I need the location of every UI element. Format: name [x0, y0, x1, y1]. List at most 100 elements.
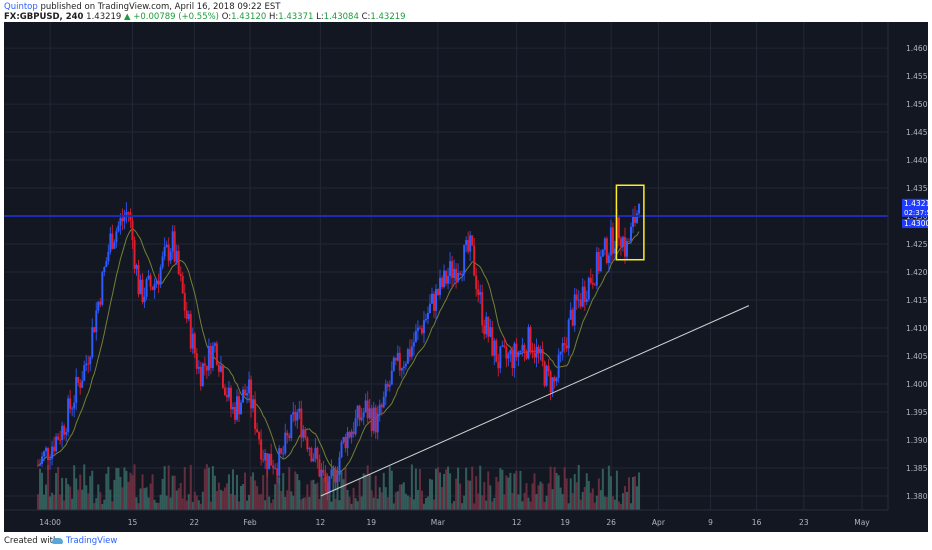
author-link[interactable]: Quintop	[4, 2, 38, 12]
drawings[interactable]	[4, 184, 888, 497]
volume-bar	[549, 466, 552, 510]
candle	[143, 296, 146, 303]
volume-bar	[83, 464, 86, 510]
volume-bar	[211, 466, 214, 510]
candle	[272, 465, 275, 469]
time-tick-label: 23	[799, 518, 809, 527]
candle	[406, 349, 409, 364]
volume-bar	[362, 473, 365, 510]
volume-bar	[493, 497, 496, 510]
candle	[123, 216, 126, 222]
volume-bar	[390, 470, 393, 510]
volume-bar	[187, 494, 190, 510]
candle	[274, 468, 277, 470]
volume-bar	[173, 475, 176, 510]
volume-bar	[404, 493, 407, 510]
candle	[435, 289, 438, 311]
volume-bar	[601, 468, 604, 510]
volume-bar	[103, 499, 106, 510]
candle	[507, 354, 510, 359]
price-chart[interactable]: 1.46000 1.45500 1.45000 1.44500 1.44000 1.435…	[4, 22, 932, 532]
candle	[541, 349, 544, 362]
volume-bar	[569, 478, 572, 510]
candle	[306, 437, 309, 450]
candle	[187, 314, 190, 319]
volume-bar	[545, 495, 548, 510]
trendline[interactable]	[320, 305, 750, 497]
volume-bar	[213, 475, 216, 510]
candle	[412, 342, 415, 347]
candle	[203, 363, 206, 366]
price-tick-label: 1.40000	[906, 380, 928, 389]
volume-bar	[101, 503, 104, 510]
candle	[549, 371, 552, 393]
current-price-badge	[902, 198, 930, 217]
candle	[521, 344, 524, 351]
volume-bar	[575, 482, 578, 510]
price-tick-label: 1.44500	[906, 128, 928, 137]
candle	[219, 365, 222, 372]
time-tick-label: Feb	[243, 518, 257, 527]
candle	[217, 364, 220, 372]
candle	[258, 432, 261, 440]
volume-bar	[143, 488, 146, 510]
volume-bar	[531, 483, 534, 510]
volume-bar	[388, 466, 391, 510]
price-tick-label: 1.38000	[906, 492, 928, 501]
volume-bar	[127, 481, 130, 510]
volume-bar	[125, 470, 128, 510]
volume-bar	[402, 482, 405, 510]
candle	[426, 312, 429, 319]
candle	[75, 376, 78, 403]
tradingview-text: TradingView	[66, 536, 118, 546]
volume-bar	[455, 478, 458, 510]
volume-bar	[467, 480, 470, 510]
volume-bar	[585, 473, 588, 510]
volume-bar	[384, 487, 387, 510]
candle	[354, 418, 357, 435]
candle	[451, 261, 454, 279]
candle	[523, 344, 526, 353]
volume-bar	[435, 468, 438, 510]
candle	[71, 408, 74, 410]
time-tick-label: 12	[316, 518, 326, 527]
volume-bar	[491, 501, 494, 510]
volume-bar	[85, 485, 88, 510]
time-axis[interactable]: 14:00 15 22 Feb 12 19 Mar 12 19 26 Apr 9 16 23 May	[4, 509, 888, 527]
candle	[533, 353, 536, 358]
candle	[404, 363, 407, 367]
candle	[207, 345, 210, 371]
candle	[99, 301, 102, 305]
candle	[430, 293, 433, 304]
candle	[400, 367, 403, 371]
candle	[497, 362, 500, 369]
volume-bar	[521, 501, 524, 510]
volume-bar	[312, 479, 315, 510]
price-axis[interactable]: 1.46000 1.45500 1.45000 1.44500 1.44000 1.435…	[887, 22, 932, 532]
volume-bar	[223, 487, 226, 510]
volume-bar	[185, 500, 188, 510]
highlight-box[interactable]	[615, 184, 645, 261]
tradingview-brand[interactable]: TradingView	[52, 536, 117, 546]
volume-bar	[473, 503, 476, 510]
volume-bar	[469, 480, 472, 510]
volume-bar	[115, 467, 118, 510]
chart-area[interactable]: 1.46000 1.45500 1.45000 1.44500 1.44000 1.435…	[4, 22, 932, 532]
candle	[252, 399, 255, 409]
candle	[213, 343, 216, 346]
volume-bar	[109, 489, 112, 510]
price-tick-label: 1.39500	[906, 408, 928, 417]
volume-bar	[611, 496, 614, 510]
volume-bar	[621, 493, 624, 510]
candle	[382, 396, 385, 408]
candle	[268, 453, 271, 470]
volume-bar	[567, 503, 570, 510]
volume-bar	[475, 476, 478, 510]
candle	[244, 389, 247, 396]
volume-bar	[513, 473, 516, 510]
candle	[248, 379, 251, 394]
price-tick-label: 1.38500	[906, 464, 928, 473]
candle	[79, 382, 82, 388]
volume-bar	[392, 503, 395, 510]
candle	[573, 294, 576, 326]
